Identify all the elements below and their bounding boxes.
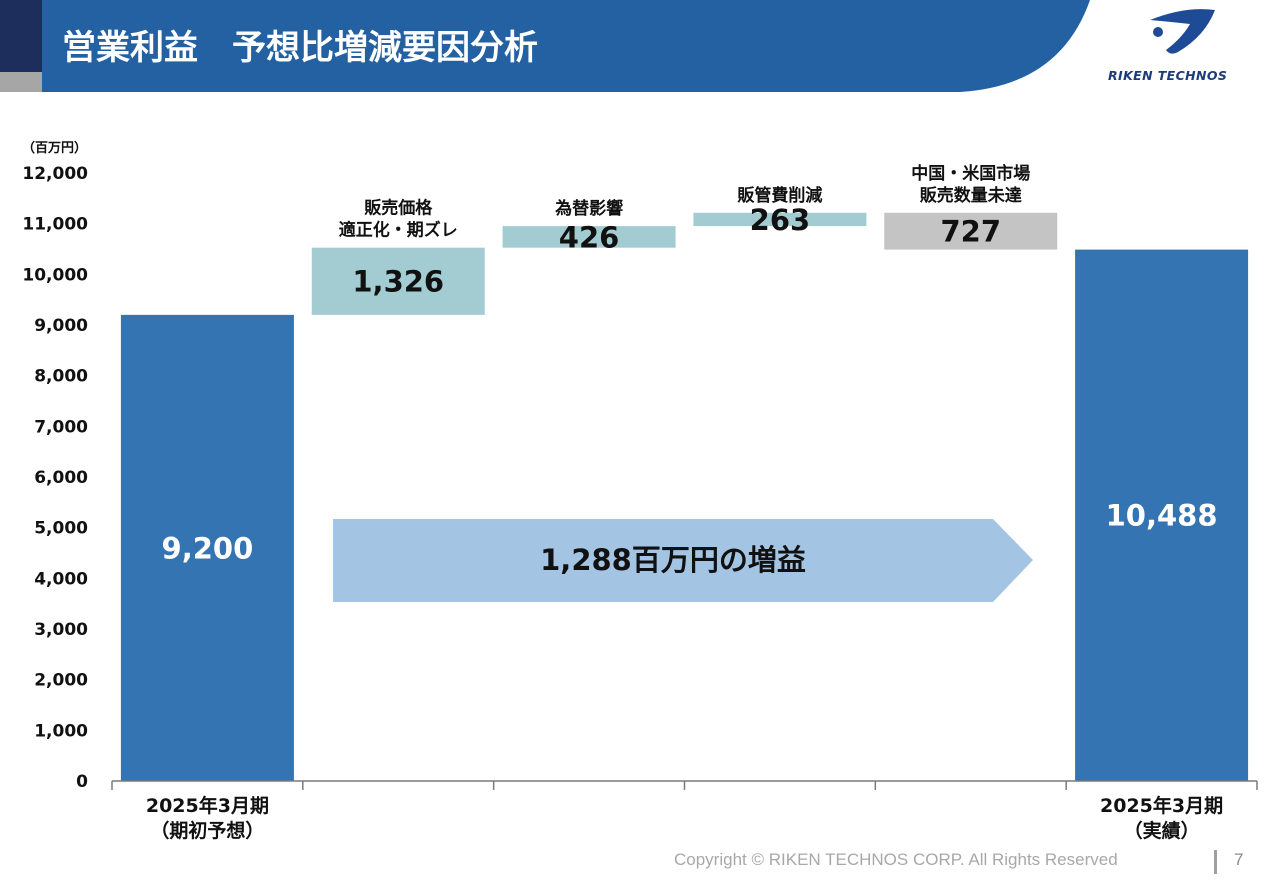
total-bar <box>120 314 294 781</box>
x-category-label: （期初予想） <box>150 819 264 842</box>
change-arrow <box>333 519 1033 602</box>
y-tick-label: 4,000 <box>34 569 88 589</box>
header-band <box>0 0 1215 92</box>
y-tick-label: 7,000 <box>34 417 88 437</box>
header-gray-block <box>0 72 42 92</box>
y-tick-label: 11,000 <box>22 215 88 235</box>
bar-value-label: 426 <box>559 220 620 254</box>
footer-separator <box>1214 850 1217 874</box>
y-tick-label: 6,000 <box>34 468 88 488</box>
category-label: 販管費削減 <box>737 185 822 206</box>
y-tick-label: 3,000 <box>34 620 88 640</box>
y-tick-label: 12,000 <box>22 164 88 184</box>
category-label: 中国・米国市場 <box>911 163 1030 184</box>
bar-value-label: 9,200 <box>162 531 254 565</box>
header-dark-block <box>0 0 42 72</box>
total-bar <box>1075 249 1249 781</box>
page-title: 営業利益 予想比増減要因分析 <box>62 28 538 68</box>
header-blue-band <box>42 0 1090 92</box>
increase-bar <box>502 226 676 248</box>
increase-bar <box>311 247 485 315</box>
bar-value-label: 727 <box>940 215 1001 249</box>
category-label: 販売価格 <box>364 198 433 219</box>
category-label: 販売数量未達 <box>920 185 1022 206</box>
copyright-text: Copyright © RIKEN TECHNOS CORP. All Righ… <box>674 850 1118 869</box>
y-tick-label: 0 <box>76 772 88 792</box>
x-category-label: （実績） <box>1124 819 1200 842</box>
y-tick-label: 5,000 <box>34 519 88 539</box>
y-tick-label: 8,000 <box>34 367 88 387</box>
y-tick-label: 2,000 <box>34 671 88 691</box>
category-label: 適正化・期ズレ <box>339 220 458 241</box>
category-label: 為替影響 <box>555 198 623 219</box>
page-number: 7 <box>1234 850 1244 869</box>
y-tick-label: 1,000 <box>34 721 88 741</box>
change-annotation-label: 1,288百万円の増益 <box>540 543 806 577</box>
decrease-bar <box>884 212 1058 250</box>
bar-value-label: 1,326 <box>352 265 444 299</box>
increase-bar <box>693 212 867 227</box>
y-tick-label: 9,000 <box>34 316 88 336</box>
x-category-label: 2025年3月期 <box>1100 794 1223 817</box>
bar-value-label: 263 <box>750 203 811 237</box>
company-logo-text: RIKEN TECHNOS <box>1108 68 1228 83</box>
unit-label: （百万円） <box>22 140 87 156</box>
y-tick-label: 10,000 <box>22 265 88 285</box>
company-logo-icon <box>1150 9 1215 54</box>
x-category-label: 2025年3月期 <box>146 794 269 817</box>
bar-value-label: 10,488 <box>1106 499 1218 533</box>
